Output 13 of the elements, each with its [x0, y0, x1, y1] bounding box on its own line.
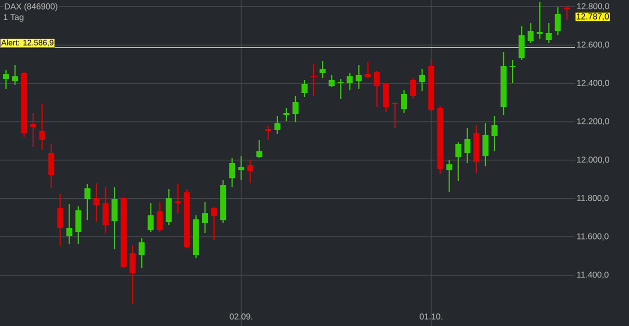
text: 12.787,0 — [576, 13, 609, 20]
y-tick-label: 12.800,0 — [577, 3, 610, 10]
y-tick-label: 11.400,0 — [577, 272, 609, 279]
x-tick-label: 01.10. — [420, 314, 442, 320]
y-tick-label: 11.800,0 — [577, 194, 609, 202]
y-tick-label: 12.200,0 — [577, 118, 610, 126]
chart-title: DAX (846900) — [4, 3, 58, 12]
y-tick-label: 12.600,0 — [577, 42, 610, 49]
x-tick-label: 02.09. — [230, 314, 252, 320]
y-tick-label: 11.600,0 — [577, 233, 609, 240]
y-tick-label: 12.000,0 — [577, 156, 610, 164]
y-tick-label: 12.400,0 — [577, 80, 610, 87]
text: 1 Tag — [4, 14, 24, 22]
